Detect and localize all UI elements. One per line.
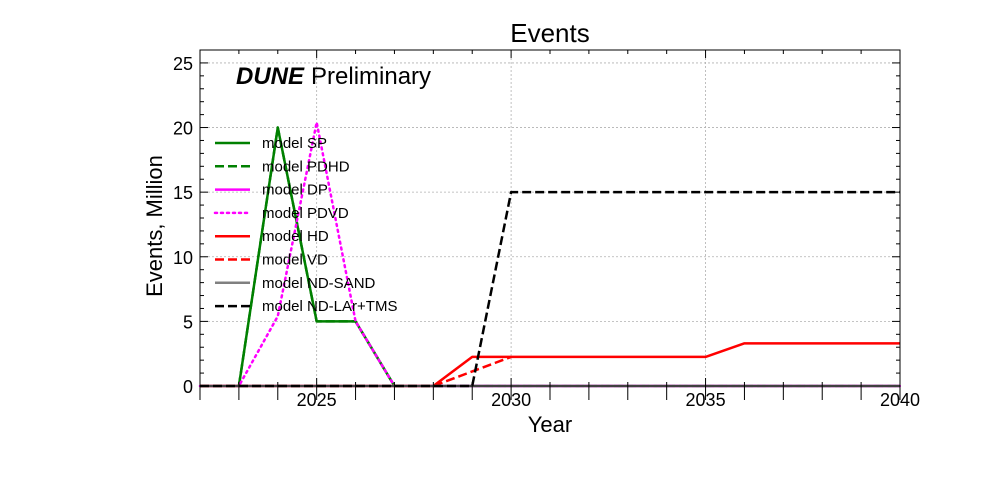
legend-label: model ND-LAr+TMS bbox=[262, 298, 397, 315]
legend-label: model DP bbox=[262, 182, 328, 199]
series-line bbox=[200, 355, 512, 388]
x-axis-label: Year bbox=[528, 412, 572, 437]
series-line bbox=[200, 342, 900, 388]
y-tick-label: 5 bbox=[183, 312, 193, 332]
y-axis-label: Events, Million bbox=[142, 155, 167, 297]
y-tick-label: 20 bbox=[173, 119, 193, 139]
x-tick-label: 2040 bbox=[880, 390, 920, 410]
legend-label: model PDHD bbox=[262, 158, 350, 175]
legend: model SP model PDHD model DP model PDVD mode… bbox=[213, 135, 397, 315]
y-tick-label: 15 bbox=[173, 183, 193, 203]
x-tick-label: 2035 bbox=[686, 390, 726, 410]
x-tick-label: 2025 bbox=[297, 390, 337, 410]
watermark-dune: DUNE bbox=[236, 63, 305, 90]
watermark-preliminary: Preliminary bbox=[311, 63, 431, 90]
legend-label: model ND-SAND bbox=[262, 275, 376, 292]
y-tick-label: 10 bbox=[173, 248, 193, 268]
y-tick-label: 25 bbox=[173, 54, 193, 74]
legend-label: model PDVD bbox=[262, 205, 349, 222]
y-tick-label: 0 bbox=[183, 377, 193, 397]
watermark: DUNE Preliminary bbox=[236, 63, 431, 90]
chart-title: Events bbox=[510, 18, 590, 48]
axis-ticks bbox=[199, 49, 901, 400]
legend-label: model SP bbox=[262, 135, 327, 152]
x-tick-label: 2030 bbox=[491, 390, 531, 410]
legend-label: model HD bbox=[262, 228, 329, 245]
legend-label: model VD bbox=[262, 252, 328, 269]
